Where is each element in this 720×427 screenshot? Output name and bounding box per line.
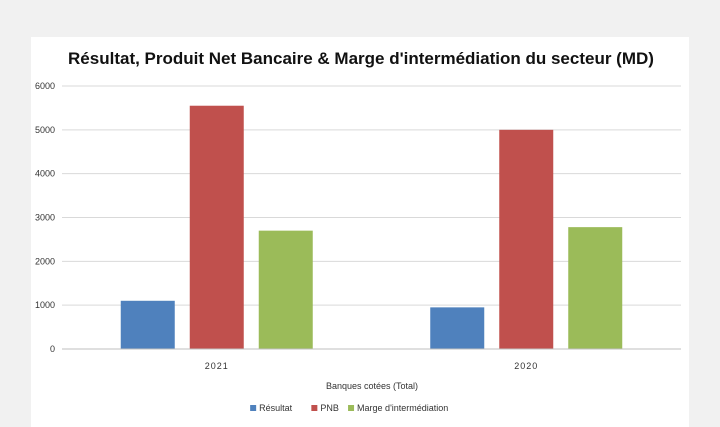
bar-2021-2 <box>258 230 313 349</box>
chart-card: Résultat, Produit Net Bancaire & Marge d… <box>31 37 689 427</box>
legend-label-0: Résultat <box>259 403 293 413</box>
x-tick-label: 2020 <box>514 361 538 371</box>
legend-label-2: Marge d'intermédiation <box>357 403 448 413</box>
bar-2020-1 <box>499 129 554 349</box>
legend: Résultat PNB Marge d'intermédiation <box>250 403 448 413</box>
y-tick-label: 2000 <box>35 256 55 266</box>
x-axis-ticks: 2021 2020 <box>205 361 538 371</box>
bar-2020-2 <box>568 227 623 349</box>
legend-swatch-0 <box>250 405 257 411</box>
bar-2021-1 <box>189 105 244 349</box>
bars <box>120 105 623 349</box>
x-axis-label: Banques cotées (Total) <box>326 381 418 391</box>
x-tick-label: 2021 <box>205 361 229 371</box>
y-tick-label: 4000 <box>35 169 55 179</box>
chart-title: Résultat, Produit Net Bancaire & Marge d… <box>68 49 654 68</box>
y-tick-label: 1000 <box>35 300 55 310</box>
y-tick-label: 6000 <box>35 81 55 91</box>
legend-swatch-1 <box>311 405 318 411</box>
bar-2020-0 <box>430 307 485 349</box>
legend-swatch-2 <box>348 405 355 411</box>
bar-chart: Résultat, Produit Net Bancaire & Marge d… <box>35 49 681 413</box>
y-tick-label: 0 <box>50 344 55 354</box>
y-tick-label: 3000 <box>35 213 55 223</box>
legend-label-1: PNB <box>320 403 339 413</box>
y-tick-label: 5000 <box>35 125 55 135</box>
bar-2021-0 <box>120 300 175 349</box>
y-axis-ticks: 0 1000 2000 3000 4000 5000 6000 <box>35 81 55 354</box>
